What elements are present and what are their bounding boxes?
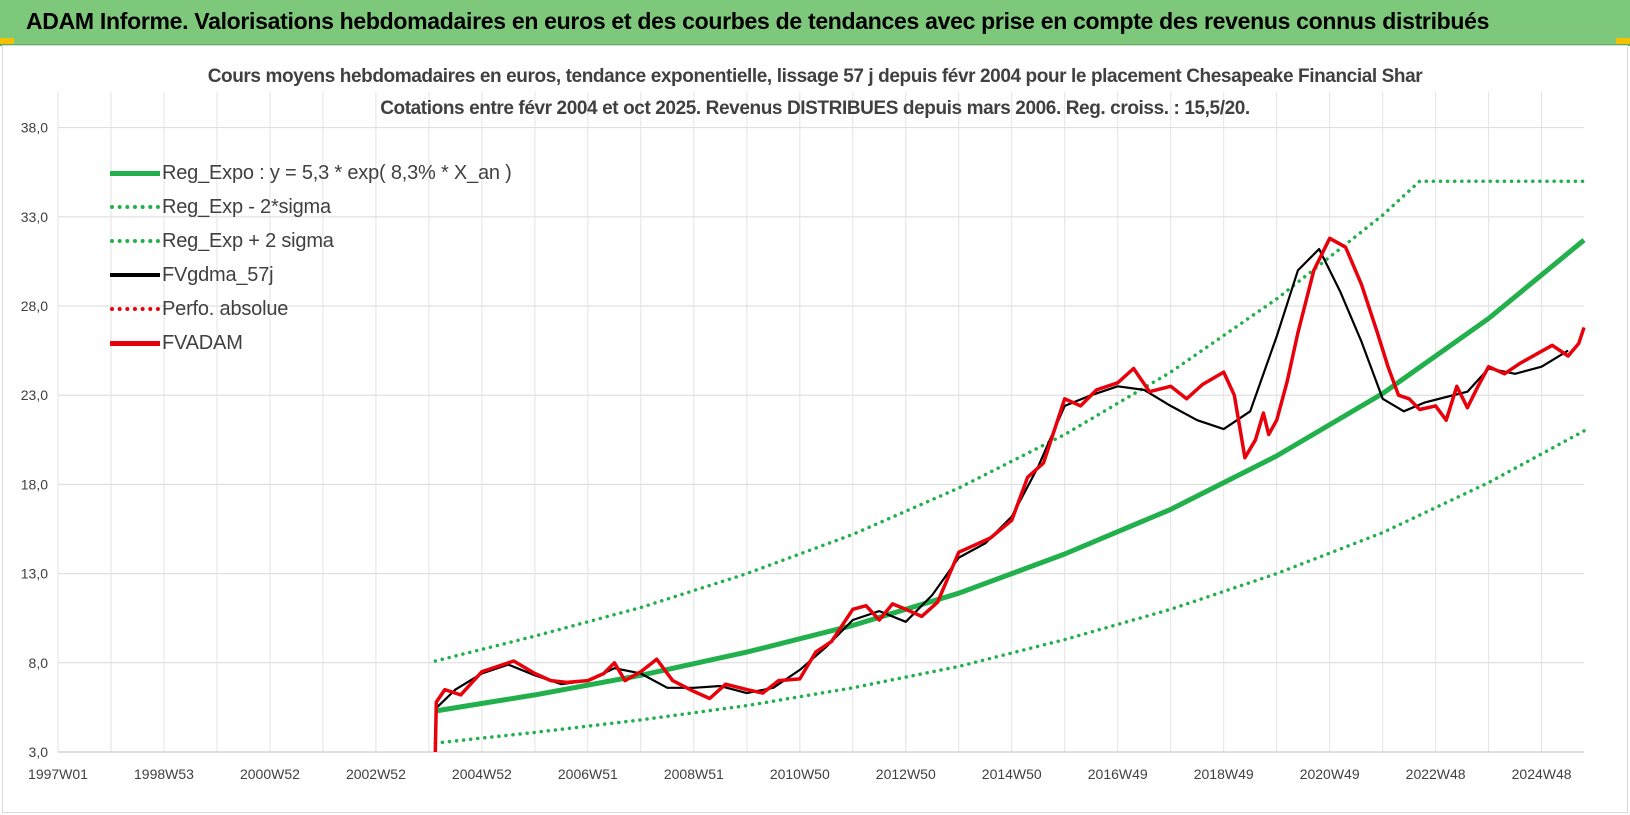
legend-swatch — [110, 340, 160, 346]
series-line-5 — [433, 236, 1586, 753]
x-tick-label: 2004W52 — [452, 766, 512, 782]
legend-item: FVADAM — [110, 326, 512, 360]
banner-corner-right — [1616, 38, 1630, 44]
y-tick-label: 18,0 — [21, 476, 48, 492]
legend-item: Reg_Expo : y = 5,3 * exp( 8,3% * X_an ) — [110, 156, 512, 190]
legend-swatch — [110, 205, 160, 209]
series-lines — [433, 179, 1586, 753]
report-title: ADAM Informe. Valorisations hebdomadaire… — [26, 8, 1490, 34]
chart-legend: Reg_Expo : y = 5,3 * exp( 8,3% * X_an ) R… — [110, 156, 512, 360]
legend-item: Perfo. absolue — [110, 292, 512, 326]
x-tick-label: 2012W50 — [876, 766, 936, 782]
series-line-1 — [433, 429, 1586, 745]
x-tick-label: 2014W50 — [982, 766, 1042, 782]
legend-label: FVADAM — [162, 331, 243, 354]
y-axis: 3,0 8,0 13,0 18,0 23,0 28,0 33,0 38,0 — [21, 120, 48, 760]
legend-label: Perfo. absolue — [162, 297, 289, 320]
y-tick-label: 3,0 — [29, 744, 49, 760]
y-tick-label: 8,0 — [29, 655, 49, 671]
y-tick-label: 33,0 — [21, 209, 48, 225]
y-tick-label: 28,0 — [21, 298, 48, 314]
x-tick-label: 2024W48 — [1512, 766, 1572, 782]
series-line-2 — [433, 179, 1586, 663]
x-tick-label: 2016W49 — [1088, 766, 1148, 782]
legend-item: FVgdma_57j — [110, 258, 512, 292]
legend-swatch — [110, 170, 160, 176]
chart-title-line-2: Cotations entre févr 2004 et oct 2025. R… — [380, 98, 1250, 119]
x-tick-label: 2010W50 — [770, 766, 830, 782]
x-axis: 1997W01 1998W53 2000W52 2002W52 2004W52 2006W… — [28, 751, 1584, 782]
x-tick-label: 2018W49 — [1194, 766, 1254, 782]
banner-corner-left — [0, 38, 14, 44]
grid-lines — [57, 92, 1584, 753]
x-tick-label: 2006W51 — [558, 766, 618, 782]
x-tick-label: 2008W51 — [664, 766, 724, 782]
x-tick-label: 2020W49 — [1300, 766, 1360, 782]
legend-swatch — [110, 239, 160, 243]
legend-label: Reg_Expo : y = 5,3 * exp( 8,3% * X_an ) — [162, 161, 512, 184]
y-tick-label: 38,0 — [21, 120, 48, 136]
legend-label: Reg_Exp - 2*sigma — [162, 195, 331, 218]
legend-label: FVgdma_57j — [162, 263, 274, 286]
legend-label: Reg_Exp + 2 sigma — [162, 229, 334, 252]
legend-swatch — [110, 307, 160, 311]
legend-item: Reg_Exp + 2 sigma — [110, 224, 512, 258]
x-tick-label: 2000W52 — [240, 766, 300, 782]
x-tick-label: 2022W48 — [1406, 766, 1466, 782]
x-tick-label: 2002W52 — [346, 766, 406, 782]
series-line-0 — [434, 238, 1586, 714]
x-tick-label: 1997W01 — [28, 766, 88, 782]
report-banner: ADAM Informe. Valorisations hebdomadaire… — [0, 0, 1630, 46]
x-tick-label: 1998W53 — [134, 766, 194, 782]
legend-swatch — [110, 273, 160, 277]
y-tick-label: 23,0 — [21, 387, 48, 403]
legend-item: Reg_Exp - 2*sigma — [110, 190, 512, 224]
chart-title-line-1: Cours moyens hebdomadaires en euros, ten… — [207, 66, 1423, 87]
series-line-3 — [436, 247, 1569, 709]
chart-frame — [2, 45, 1628, 813]
y-tick-label: 13,0 — [21, 566, 48, 582]
